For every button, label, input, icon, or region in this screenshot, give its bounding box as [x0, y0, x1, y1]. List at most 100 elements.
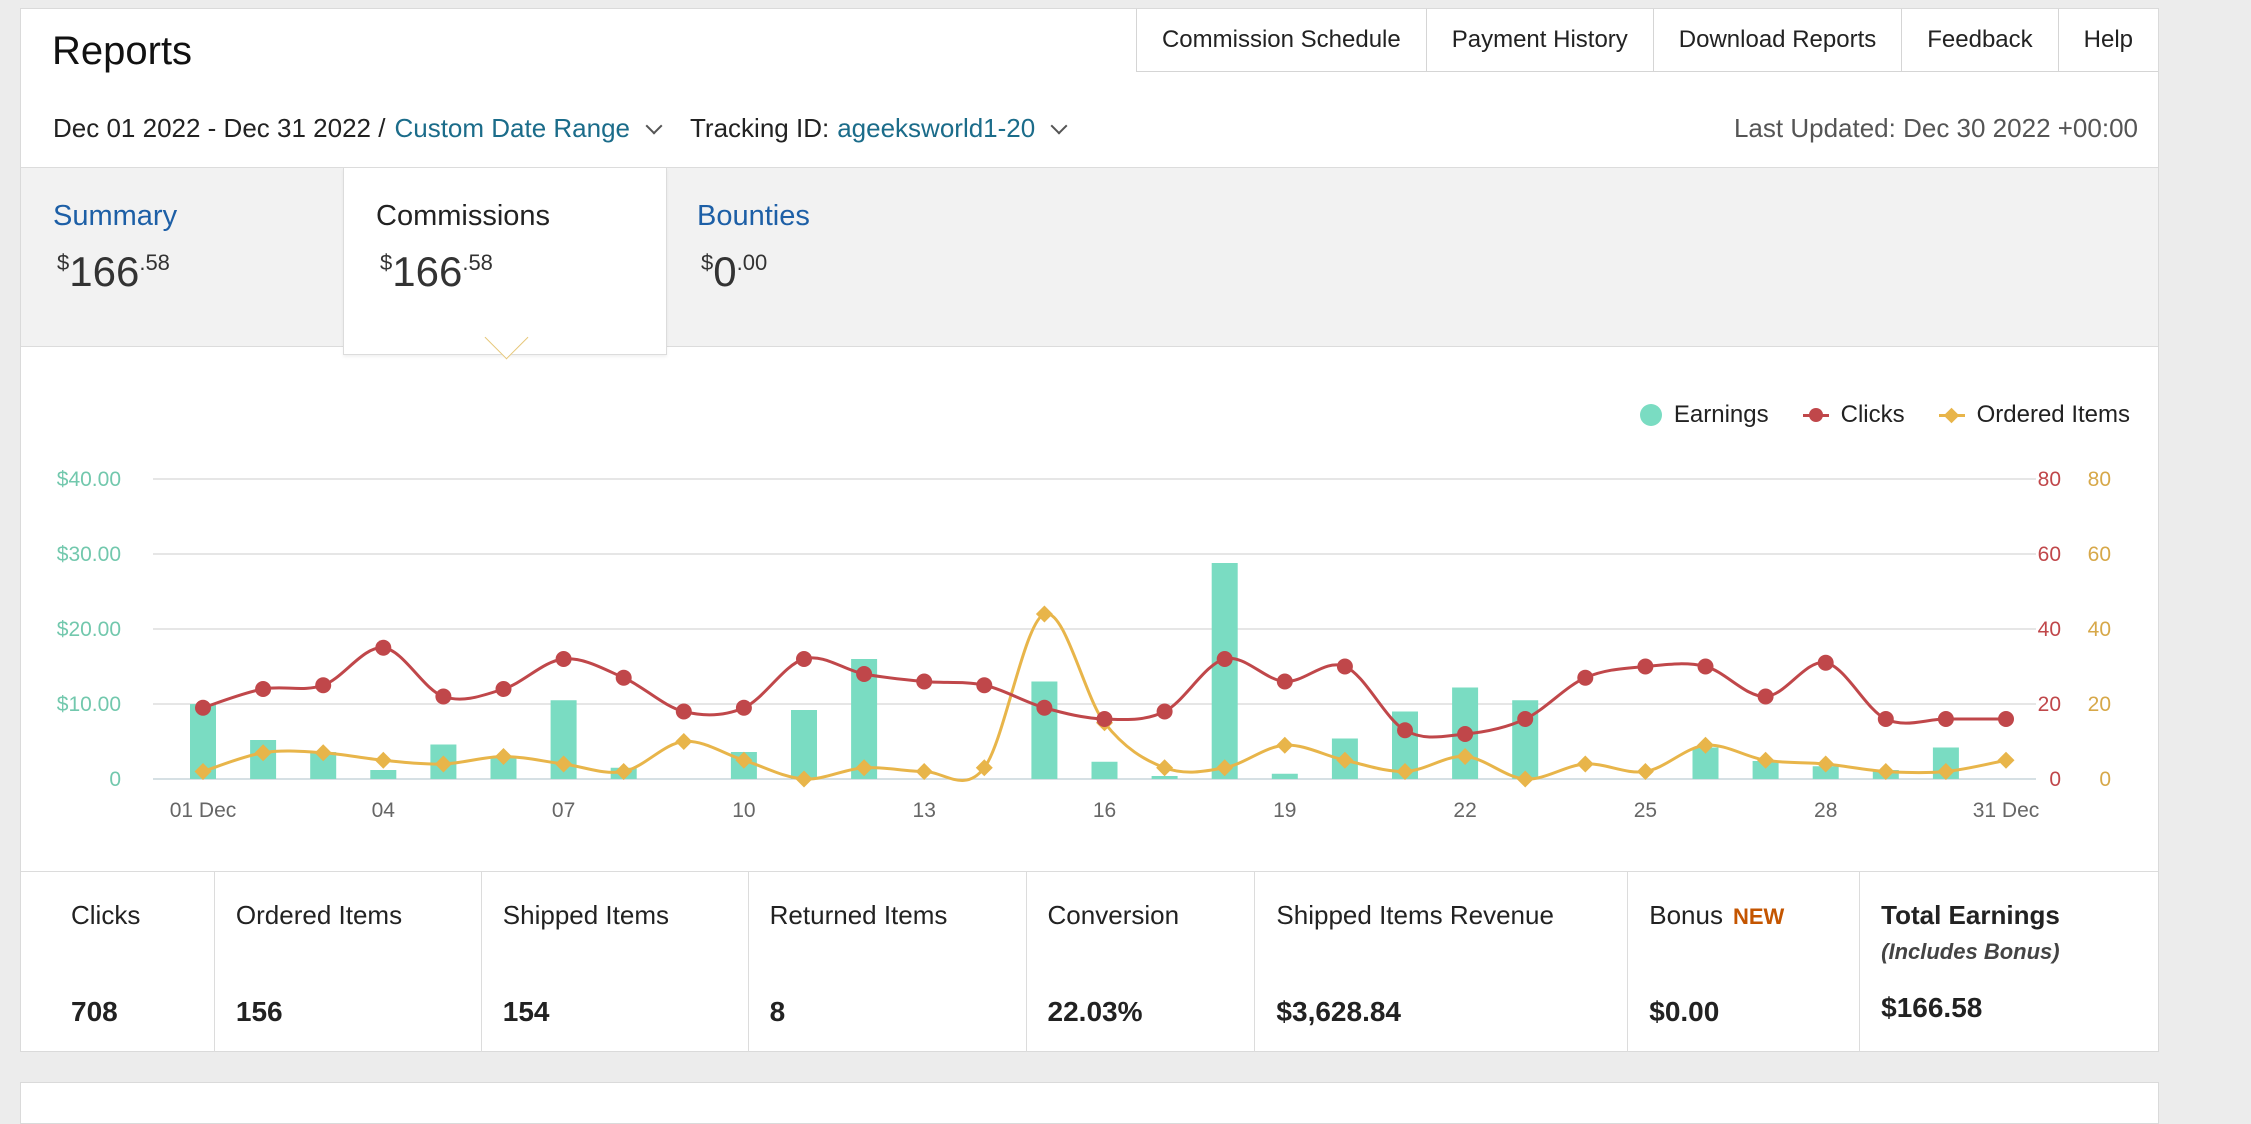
ordered-items-point — [1156, 759, 1174, 777]
ordered-items-point — [194, 763, 212, 780]
y-right2-tick-label: 0 — [2099, 768, 2111, 791]
y-right-tick-label: 60 — [2038, 543, 2061, 566]
ordered-items-point — [1035, 605, 1053, 623]
clicks-point — [615, 669, 632, 686]
ordered-items-point — [555, 755, 573, 773]
ordered-items-point — [1937, 763, 1955, 780]
commission-schedule-button[interactable]: Commission Schedule — [1137, 9, 1427, 71]
ordered-items-point — [915, 763, 933, 780]
summary-tabs: Summary $166.58 Commissions $166.58 Boun… — [21, 167, 2158, 355]
x-tick-label: 31 Dec — [1973, 799, 2040, 822]
clicks-point — [1336, 658, 1353, 675]
stat-label: Returned Items — [769, 900, 948, 930]
earnings-bar — [1812, 766, 1839, 779]
earnings-bar — [1211, 563, 1238, 779]
x-tick-label: 25 — [1634, 799, 1657, 822]
legend-ordered-items[interactable]: Ordered Items — [1938, 401, 2130, 429]
payment-history-button[interactable]: Payment History — [1427, 9, 1654, 71]
y-right-tick-label: 40 — [2038, 618, 2061, 641]
ordered-items-point — [615, 763, 633, 780]
date-range-text: Dec 01 2022 - Dec 31 2022 / — [53, 113, 386, 143]
y-left-tick-label: $40.00 — [57, 468, 121, 491]
stat-value: 156 — [235, 996, 283, 1027]
stat-value: 154 — [502, 996, 550, 1027]
tab-commissions-value: $166.58 — [380, 248, 493, 295]
clicks-point — [315, 677, 332, 694]
download-reports-button[interactable]: Download Reports — [1654, 9, 1903, 71]
y-right2-tick-label: 60 — [2088, 543, 2111, 566]
legend-earnings[interactable]: Earnings — [1639, 401, 1769, 429]
ordered-items-point — [1216, 759, 1234, 777]
stat-value: 22.03% — [1047, 996, 1143, 1027]
clicks-point — [796, 651, 812, 667]
clicks-point — [1517, 711, 1534, 727]
earnings-bar — [1031, 681, 1058, 779]
help-button[interactable]: Help — [2083, 26, 2133, 53]
y-right2-tick-label: 20 — [2088, 693, 2111, 716]
stat-label: Total Earnings (Includes Bonus) — [1881, 900, 2060, 964]
earnings-bar — [1271, 773, 1298, 779]
chevron-down-icon[interactable] — [1050, 117, 1068, 134]
clicks-point — [195, 699, 211, 716]
earnings-bar — [1752, 761, 1779, 779]
custom-date-range-link[interactable]: Custom Date Range — [394, 113, 631, 143]
y-left-tick-label: $20.00 — [57, 618, 121, 641]
tracking-id-label: Tracking ID: — [690, 113, 830, 143]
clicks-point — [1937, 711, 1954, 727]
legend-clicks[interactable]: Clicks — [1802, 401, 1905, 429]
clicks-point — [1156, 703, 1173, 720]
tab-summary-label: Summary — [53, 200, 178, 232]
stat-returned-items: Returned Items 8 — [749, 872, 1027, 1052]
legend-earnings-label: Earnings — [1673, 401, 1769, 428]
chart-legend: Earnings Clicks Ordered Items — [1606, 401, 2130, 429]
ordered-items-point — [975, 759, 993, 777]
y-right-tick-label: 20 — [2038, 693, 2061, 716]
reports-panel: Reports Commission Schedule Payment Hist… — [20, 8, 2159, 1052]
y-right2-tick-label: 40 — [2088, 618, 2111, 641]
stat-value: $166.58 — [1881, 992, 1983, 1023]
earnings-bar — [1151, 776, 1178, 779]
stat-label: Clicks — [71, 900, 141, 930]
clicks-point — [976, 677, 993, 694]
ordered-items-point — [254, 744, 272, 762]
ordered-items-point — [434, 755, 452, 773]
ordered-items-line — [202, 612, 2007, 782]
tab-commissions-label: Commissions — [376, 200, 551, 232]
x-tick-label: 07 — [552, 799, 575, 822]
new-badge: NEW — [1732, 904, 1785, 929]
stat-label: Ordered Items — [235, 900, 403, 930]
clicks-point — [856, 666, 873, 682]
x-tick-label: 16 — [1093, 799, 1116, 822]
clicks-point — [1998, 711, 2014, 727]
clicks-point — [255, 681, 272, 697]
x-tick-label: 04 — [372, 799, 396, 822]
tab-bounties-value: $0.00 — [701, 248, 768, 295]
chart-canvas: 0 0 0 $10.00 20 20 $20.00 40 40 $30.00 60 60 $40.00 8… — [57, 468, 2111, 822]
tracking-id-select[interactable]: ageeksworld1-20 — [837, 113, 1036, 143]
x-tick-label: 19 — [1273, 799, 1296, 822]
stat-total-earnings: Total Earnings (Includes Bonus) $166.58 — [1860, 872, 2158, 1052]
stat-clicks: Clicks 708 — [21, 872, 215, 1052]
y-left-tick-label: 0 — [109, 768, 121, 791]
x-tick-label: 28 — [1814, 799, 1837, 822]
tab-summary-value: $166.58 — [57, 248, 170, 295]
earnings-bar — [791, 710, 817, 779]
chevron-down-icon[interactable] — [645, 117, 663, 134]
tab-bounties[interactable]: Bounties $0.00 — [665, 168, 987, 346]
clicks-point — [916, 673, 933, 690]
feedback-button[interactable]: Feedback — [1902, 9, 2059, 71]
clicks-point — [375, 639, 392, 656]
ordered-items-point — [795, 770, 813, 788]
legend-clicks-swatch — [1802, 407, 1829, 422]
earnings-bar — [490, 758, 517, 779]
tab-summary[interactable]: Summary $166.58 — [21, 168, 343, 346]
clicks-point — [1216, 651, 1233, 667]
legend-ordered-items-swatch — [1938, 407, 1965, 423]
stat-label: Conversion — [1047, 900, 1180, 930]
clicks-point — [675, 703, 692, 720]
stats-row: Clicks 708 Ordered Items 156 Shipped Ite… — [21, 871, 2158, 1052]
clicks-point — [1397, 722, 1413, 739]
clicks-point — [1457, 726, 1474, 742]
stat-label: Shipped Items Revenue — [1276, 900, 1554, 930]
clicks-point — [435, 688, 452, 705]
